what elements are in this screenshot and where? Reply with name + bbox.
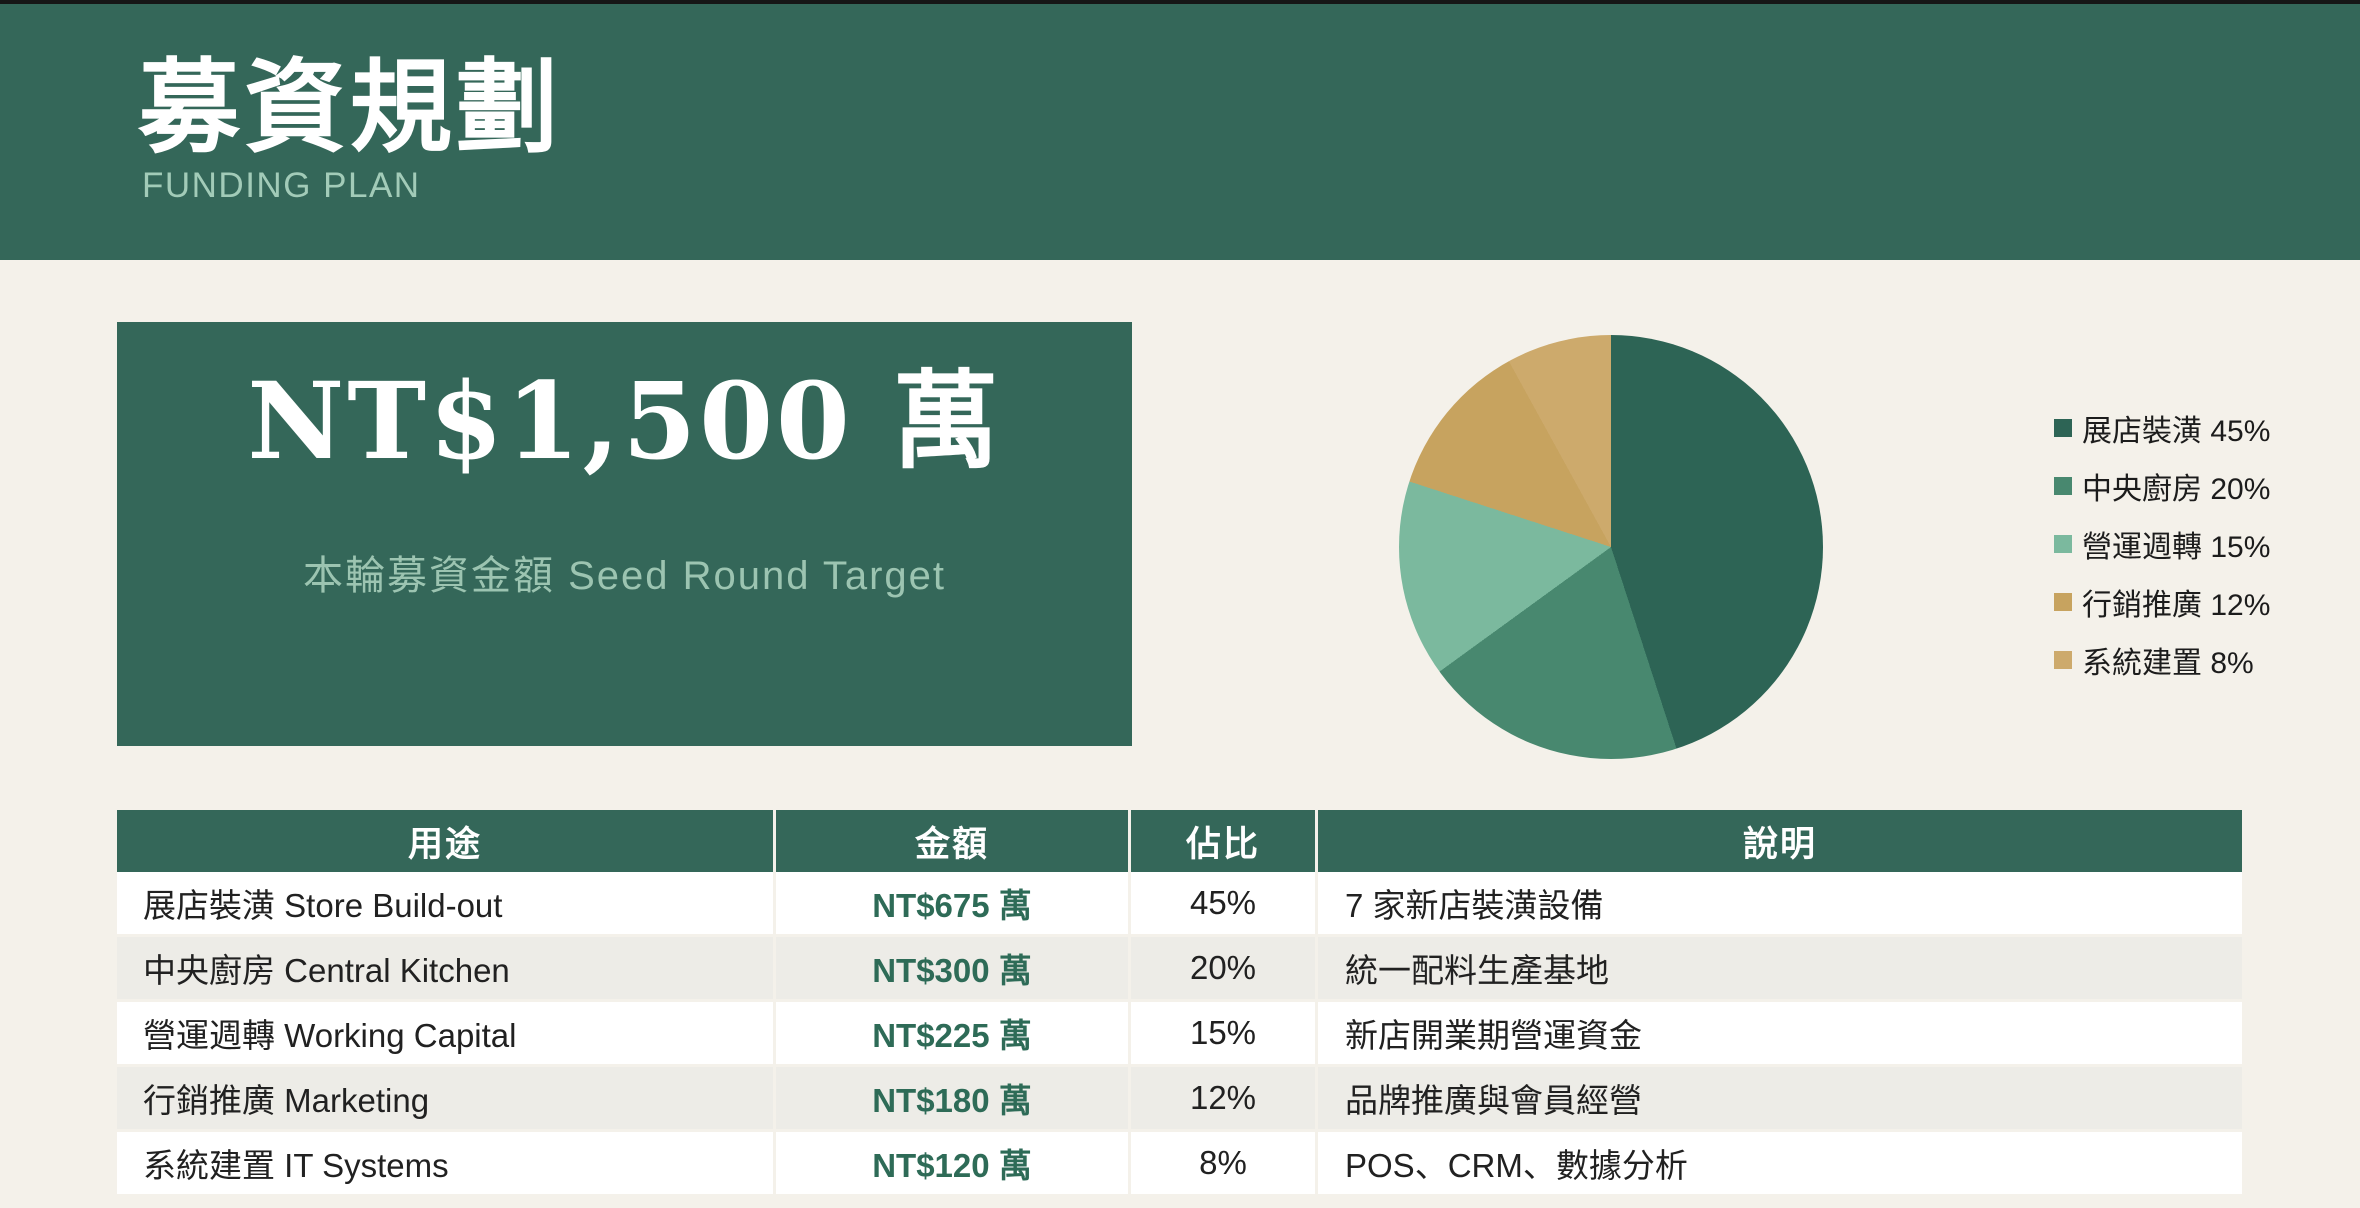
legend-swatch-icon <box>2054 535 2072 553</box>
cell-pct: 15% <box>1131 1002 1318 1067</box>
legend-label: 展店裝潢 45% <box>2082 415 2271 448</box>
legend-label: 營運週轉 15% <box>2082 531 2271 564</box>
legend-swatch-icon <box>2054 651 2072 669</box>
window-top-edge <box>0 0 2360 4</box>
table-row: 中央廚房 Central Kitchen NT$300 萬 20% 統一配料生產基地 <box>117 937 2242 1002</box>
funding-table-header-row: 用途 金額 佔比 說明 <box>117 810 2242 872</box>
table-row: 行銷推廣 Marketing NT$180 萬 12% 品牌推廣與會員經營 <box>117 1067 2242 1132</box>
page-title: 募資規劃 <box>138 48 562 168</box>
table-row: 營運週轉 Working Capital NT$225 萬 15% 新店開業期營運資金 <box>117 1002 2242 1067</box>
legend-label: 系統建置 8% <box>2082 647 2254 680</box>
cell-amount: NT$120 萬 <box>776 1132 1131 1197</box>
cell-amount: NT$675 萬 <box>776 872 1131 937</box>
legend-label: 中央廚房 20% <box>2082 473 2271 506</box>
cell-use: 展店裝潢 Store Build-out <box>117 872 776 937</box>
funding-table-body: 展店裝潢 Store Build-out NT$675 萬 45% 7 家新店裝潢設備… <box>117 872 2242 1197</box>
legend-swatch-icon <box>2054 419 2072 437</box>
cell-amount: NT$225 萬 <box>776 1002 1131 1067</box>
target-amount: NT$1,500 萬 <box>247 358 1002 483</box>
cell-use: 系統建置 IT Systems <box>117 1132 776 1197</box>
cell-amount: NT$180 萬 <box>776 1067 1131 1132</box>
column-header-amount: 金額 <box>776 810 1131 872</box>
slide-header-band: 募資規劃 FUNDING PLAN <box>0 4 2360 260</box>
legend-swatch-icon <box>2054 593 2072 611</box>
legend-item-2: 營運週轉 15% <box>2054 526 2270 564</box>
page-subtitle: FUNDING PLAN <box>142 166 421 205</box>
cell-use: 行銷推廣 Marketing <box>117 1067 776 1132</box>
pie-legend: 展店裝潢 45% 中央廚房 20% 營運週轉 15% 行銷推廣 12% 系統建置 8% <box>2054 410 2270 700</box>
column-header-use: 用途 <box>117 810 776 872</box>
column-header-pct: 佔比 <box>1131 810 1318 872</box>
cell-note: POS、CRM、數據分析 <box>1318 1132 2242 1197</box>
cell-amount: NT$300 萬 <box>776 937 1131 1002</box>
seed-round-target-card: NT$1,500 萬 本輪募資金額 Seed Round Target <box>117 322 1132 746</box>
legend-item-0: 展店裝潢 45% <box>2054 410 2270 448</box>
cell-pct: 8% <box>1131 1132 1318 1197</box>
cell-pct: 45% <box>1131 872 1318 937</box>
target-caption: 本輪募資金額 Seed Round Target <box>302 553 947 598</box>
cell-note: 統一配料生產基地 <box>1318 937 2242 1002</box>
cell-pct: 12% <box>1131 1067 1318 1132</box>
cell-use: 中央廚房 Central Kitchen <box>117 937 776 1002</box>
funding-allocation-pie-chart <box>1399 335 1823 759</box>
table-row: 展店裝潢 Store Build-out NT$675 萬 45% 7 家新店裝潢設備 <box>117 872 2242 937</box>
legend-item-1: 中央廚房 20% <box>2054 468 2270 506</box>
legend-label: 行銷推廣 12% <box>2082 589 2271 622</box>
legend-swatch-icon <box>2054 477 2072 495</box>
table-row: 系統建置 IT Systems NT$120 萬 8% POS、CRM、數據分析 <box>117 1132 2242 1197</box>
cell-note: 品牌推廣與會員經營 <box>1318 1067 2242 1132</box>
cell-note: 新店開業期營運資金 <box>1318 1002 2242 1067</box>
cell-use: 營運週轉 Working Capital <box>117 1002 776 1067</box>
legend-item-3: 行銷推廣 12% <box>2054 584 2270 622</box>
cell-pct: 20% <box>1131 937 1318 1002</box>
cell-note: 7 家新店裝潢設備 <box>1318 872 2242 937</box>
column-header-note: 說明 <box>1742 824 1817 864</box>
funding-table: 用途 金額 佔比 說明 展店裝潢 Store Build-out NT$675 萬 45%… <box>117 810 2242 1197</box>
legend-item-4: 系統建置 8% <box>2054 642 2270 680</box>
